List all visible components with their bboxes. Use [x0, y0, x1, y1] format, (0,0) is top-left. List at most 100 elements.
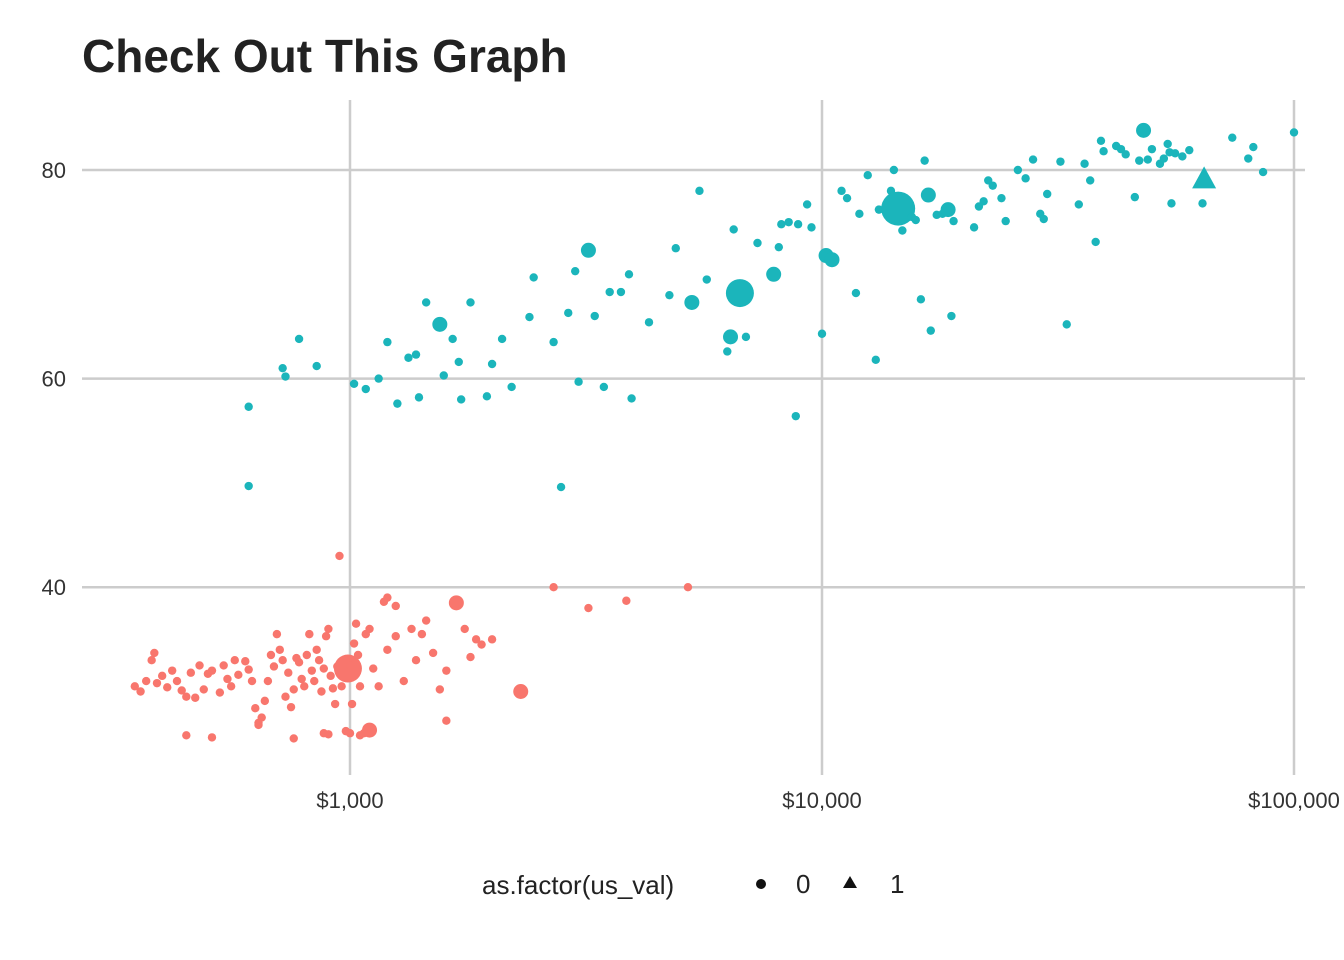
data-point [417, 629, 427, 639]
data-point [774, 242, 784, 252]
data-point [286, 702, 296, 712]
data-point [278, 363, 287, 373]
data-point [1258, 167, 1268, 177]
data-point [219, 661, 228, 670]
data-point [289, 685, 298, 694]
data-point [807, 223, 816, 232]
data-point [1062, 320, 1071, 329]
data-point [383, 645, 392, 654]
legend-label-1: 1 [890, 869, 904, 899]
data-point [916, 295, 926, 304]
data-point [881, 191, 916, 226]
data-point [624, 270, 634, 279]
data-point [393, 399, 402, 408]
data-point [312, 645, 321, 654]
data-point [150, 648, 159, 658]
data-point [414, 393, 424, 402]
data-point [321, 632, 331, 641]
data-point [842, 193, 852, 203]
x-tick-label: $10,000 [782, 788, 862, 813]
data-point [791, 411, 800, 421]
data-point [281, 692, 290, 701]
data-point [529, 273, 538, 282]
data-point [300, 682, 309, 691]
data-point [353, 650, 363, 660]
x-tick-label: $100,000 [1248, 788, 1340, 813]
data-point [130, 682, 140, 691]
data-point [477, 640, 486, 649]
y-tick-label: 60 [42, 367, 66, 392]
data-point [421, 298, 431, 307]
data-point [1167, 199, 1176, 208]
data-point [391, 632, 400, 641]
data-point [1135, 156, 1144, 165]
data-point [369, 664, 378, 673]
data-point [1170, 149, 1180, 158]
data-point [940, 202, 956, 218]
data-point [889, 165, 899, 175]
data-point [911, 215, 920, 225]
data-point [466, 652, 475, 662]
data-point [374, 682, 383, 691]
data-point [997, 193, 1006, 203]
data-point [1096, 136, 1106, 145]
data-point [172, 676, 182, 686]
data-point [182, 692, 191, 701]
data-point [215, 688, 225, 697]
data-point [349, 379, 359, 389]
data-point [729, 225, 738, 234]
legend-label-0: 0 [796, 869, 810, 899]
data-point [817, 329, 827, 338]
data-point [1143, 155, 1152, 164]
data-point [1289, 128, 1299, 137]
y-axis-tick-labels: 40 60 80 [42, 158, 66, 600]
data-point [549, 337, 558, 347]
data-point [319, 729, 328, 738]
data-point [163, 683, 172, 692]
data-point [723, 347, 732, 356]
data-point [297, 674, 306, 684]
data-point [328, 684, 338, 693]
data-point [241, 657, 250, 666]
data-point [471, 635, 481, 644]
data-point [349, 639, 359, 648]
data-point [793, 220, 803, 229]
data-point [1228, 133, 1237, 142]
data-point [723, 329, 739, 345]
data-point [837, 186, 846, 196]
data-point [435, 685, 445, 694]
data-point [1178, 152, 1187, 161]
data-point [753, 238, 762, 248]
data-point [460, 624, 469, 634]
data-point [324, 624, 333, 634]
data-point [702, 275, 711, 284]
data-point [310, 676, 319, 686]
data-point [326, 671, 335, 681]
data-point [186, 668, 196, 677]
data-point [278, 656, 287, 665]
data-point [599, 382, 609, 392]
data-point [1136, 122, 1152, 138]
data-point [571, 266, 580, 276]
data-point [988, 181, 997, 190]
data-point [969, 223, 979, 232]
data-point [307, 666, 317, 675]
data-point [979, 197, 988, 206]
legend: as.factor(us_val) 0 1 [482, 869, 904, 900]
data-point [226, 682, 236, 691]
data-point [784, 217, 793, 227]
data-point [777, 220, 786, 229]
data-point [411, 350, 421, 359]
data-point [223, 674, 232, 684]
series-low [130, 551, 693, 743]
data-point [289, 734, 298, 743]
data-point [644, 318, 654, 327]
data-point [448, 595, 464, 611]
data-point [407, 624, 416, 634]
data-point [949, 216, 958, 226]
data-point [272, 629, 282, 639]
data-point [284, 668, 293, 677]
data-point [1249, 142, 1258, 152]
data-point [926, 326, 935, 335]
data-point [665, 290, 674, 300]
